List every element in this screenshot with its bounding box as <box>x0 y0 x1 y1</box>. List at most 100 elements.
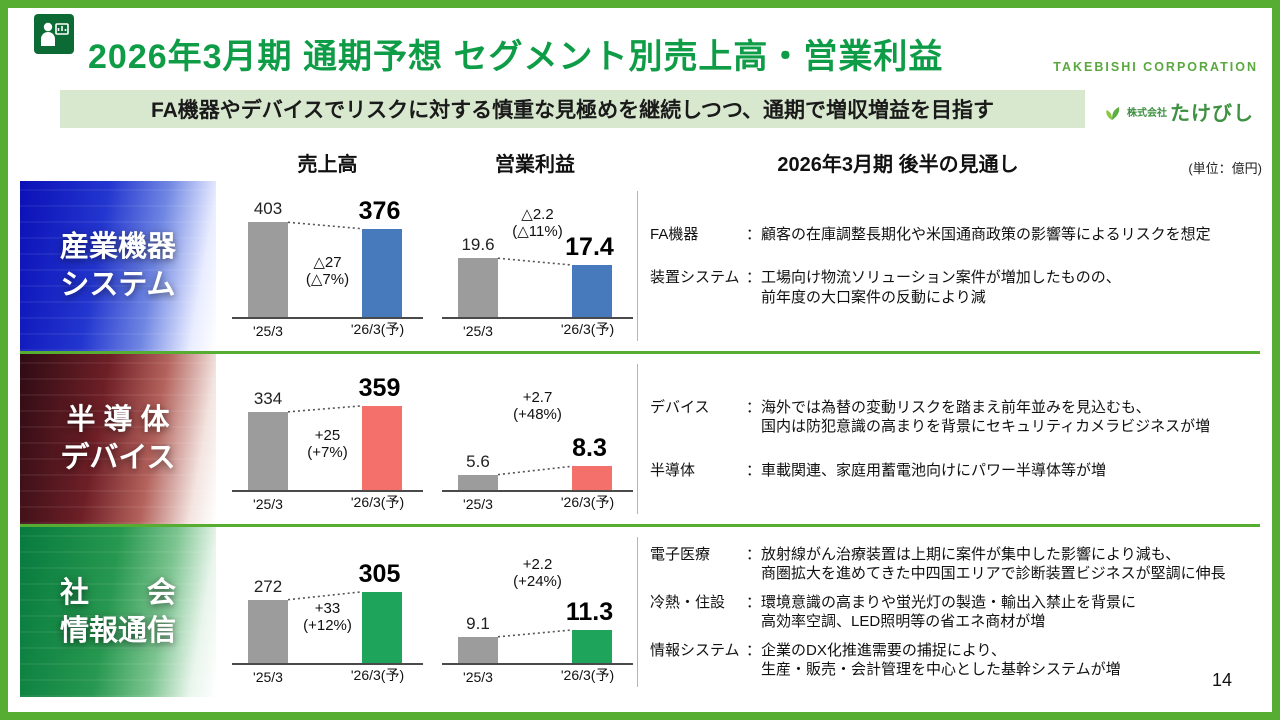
forecast-value: 359 <box>358 373 401 402</box>
prev-year-value: 272 <box>253 576 283 596</box>
x-label-prev: '25/3 <box>253 496 283 512</box>
page-number: 14 <box>1211 670 1232 690</box>
change-value: △2.2 <box>521 205 554 223</box>
note-item: 冷熱・住設 ： 環境意識の高まりや蛍光灯の製造・輸出入禁止を背景に 高効率空調、… <box>650 593 1258 632</box>
change-percent: (+24%) <box>513 573 562 591</box>
x-label-prev: '25/3 <box>463 496 493 512</box>
x-label-forecast: '26/3(予) <box>560 494 615 510</box>
row-separator <box>20 351 1260 354</box>
forecast-bar <box>572 265 612 319</box>
trend-dotted-line <box>287 221 363 230</box>
axis-line <box>442 663 633 665</box>
trend-dotted-line <box>497 629 573 638</box>
note-label: 半導体 <box>650 461 696 479</box>
segment-row-industrial: 産業機器 システム △27 (△7%) 403 376 '25/3 '26/3(… <box>20 181 1260 351</box>
outlook-notes-semiconductor: デバイス ： 海外では為替の変動リスクを踏まえ前年並みを見込むも、 国内は防犯意… <box>650 360 1258 518</box>
note-label: 情報システム <box>650 641 740 659</box>
semiconductor-profit-chart: +2.7 (+48%) 5.6 8.3 '25/3 '26/3(予) <box>440 362 635 512</box>
forecast-bar <box>362 405 402 492</box>
change-percent: (△11%) <box>512 223 563 241</box>
segment-image-semiconductor: 半 導 体 デバイス <box>20 354 216 524</box>
note-text: 環境意識の高まりや蛍光灯の製造・輸出入禁止を背景に 高効率空調、LED照明等の省… <box>761 593 1137 631</box>
segment-name-line2: 情報通信 <box>59 615 176 647</box>
prev-year-bar <box>458 258 498 319</box>
axis-line <box>442 490 633 492</box>
segment-name-line1: 社 会 <box>59 576 176 609</box>
note-colon: ： <box>746 269 762 287</box>
forecast-value: 376 <box>358 196 401 225</box>
change-value: △27 <box>313 253 342 271</box>
prev-year-bar <box>458 474 498 492</box>
forecast-bar <box>572 629 612 665</box>
semiconductor-sales-chart: +25 (+7%) 334 359 '25/3 '26/3(予) <box>230 362 425 512</box>
forecast-value: 8.3 <box>572 434 607 463</box>
note-item: 情報システム ： 企業のDX化推進需要の捕捉により、 生産・販売・会計管理を中心… <box>650 641 1258 680</box>
forecast-bar <box>362 228 402 319</box>
segment-name-line1: 半 導 体 <box>66 403 170 436</box>
note-text: 顧客の在庫調整長期化や米国通商政策の影響等によるリスクを想定 <box>761 225 1211 243</box>
note-text: 車載関連、家庭用蓄電池向けにパワー半導体等が増 <box>761 461 1107 479</box>
change-annotation: △27 (△7%) <box>230 254 425 289</box>
vertical-divider <box>637 191 638 341</box>
forecast-value: 305 <box>358 559 401 588</box>
x-label-prev: '25/3 <box>253 669 283 685</box>
note-item: 半導体 ： 車載関連、家庭用蓄電池向けにパワー半導体等が増 <box>650 461 1258 481</box>
segment-image-industrial: 産業機器 システム <box>20 181 216 351</box>
note-colon: ： <box>746 225 762 243</box>
vertical-divider <box>637 364 638 514</box>
x-label-forecast: '26/3(予) <box>560 667 615 683</box>
social-sales-chart: +33 (+12%) 272 305 '25/3 '26/3(予) <box>230 535 425 685</box>
note-colon: ： <box>746 593 762 611</box>
prev-year-bar <box>458 636 498 665</box>
key-message-banner: FA機器やデバイスでリスクに対する慎重な見極めを継続しつつ、通期で増収増益を目指… <box>60 90 1085 128</box>
prev-year-value: 9.1 <box>466 613 490 633</box>
outlook-notes-social: 電子医療 ： 放射線がん治療装置は上期に案件が集中した影響により減も、 商圏拡大… <box>650 533 1258 691</box>
unit-note: (単位：億円) <box>1188 161 1262 176</box>
takebishi-logo: 株式会社 たけびし <box>1100 94 1270 128</box>
trend-dotted-line <box>497 257 573 266</box>
note-text: 海外では為替の変動リスクを踏まえ前年並みを見込むも、 国内は防犯意識の高まりを背… <box>761 398 1211 436</box>
corporation-name: TAKEBISHI CORPORATION <box>1053 60 1258 74</box>
column-header-profit: 営業利益 <box>495 154 575 176</box>
change-annotation: +2.7 (+48%) <box>440 389 635 424</box>
forecast-bar <box>572 466 612 492</box>
column-header-sales: 売上高 <box>297 154 358 176</box>
note-label: 電子医療 <box>650 545 711 563</box>
change-annotation: +2.2 (+24%) <box>440 556 635 591</box>
change-annotation: △2.2 (△11%) <box>440 206 635 241</box>
note-text: 企業のDX化推進需要の捕捉により、 生産・販売・会計管理を中心とした基幹システム… <box>761 641 1121 679</box>
note-item: 電子医療 ： 放射線がん治療装置は上期に案件が集中した影響により減も、 商圏拡大… <box>650 545 1258 584</box>
change-percent: (△7%) <box>305 271 350 289</box>
change-value: +25 <box>314 426 341 444</box>
note-colon: ： <box>746 398 762 416</box>
segment-name-line1: 産業機器 <box>59 230 176 263</box>
axis-line <box>232 490 423 492</box>
change-annotation: +25 (+7%) <box>230 427 425 462</box>
change-annotation: +33 (+12%) <box>230 600 425 635</box>
note-label: 装置システム <box>650 269 740 287</box>
vertical-divider <box>637 537 638 687</box>
forecast-value: 11.3 <box>565 597 614 626</box>
prev-year-bar <box>248 222 288 319</box>
change-value: +33 <box>314 599 341 617</box>
forecast-bar <box>362 591 402 665</box>
forecast-value: 17.4 <box>565 233 614 262</box>
note-text: 工場向け物流ソリューション案件が増加したものの、 前年度の大口案件の反動により減 <box>761 269 1121 306</box>
prev-year-value: 5.6 <box>466 451 490 471</box>
presenter-icon <box>34 14 74 54</box>
x-label-forecast: '26/3(予) <box>350 321 405 337</box>
prev-year-value: 403 <box>253 199 283 219</box>
leaf-icon <box>1106 107 1120 120</box>
axis-line <box>232 317 423 319</box>
change-percent: (+48%) <box>513 406 562 424</box>
change-value: +2.7 <box>522 388 553 406</box>
axis-line <box>232 663 423 665</box>
column-header-outlook: 2026年3月期 後半の見通し <box>777 154 1019 176</box>
segment-row-social: 社 会 情報通信 +33 (+12%) 272 305 '25/3 '26/3(… <box>20 527 1260 697</box>
prev-year-bar <box>248 411 288 492</box>
logo-company-prefix: 株式会社 <box>1127 107 1167 119</box>
note-text: 放射線がん治療装置は上期に案件が集中した影響により減も、 商圏拡大を進めてきた中… <box>761 545 1226 583</box>
x-label-prev: '25/3 <box>463 669 493 685</box>
change-percent: (+7%) <box>307 444 348 462</box>
page-title: 2026年3月期 通期予想 セグメント別売上高・営業利益 <box>88 37 944 76</box>
